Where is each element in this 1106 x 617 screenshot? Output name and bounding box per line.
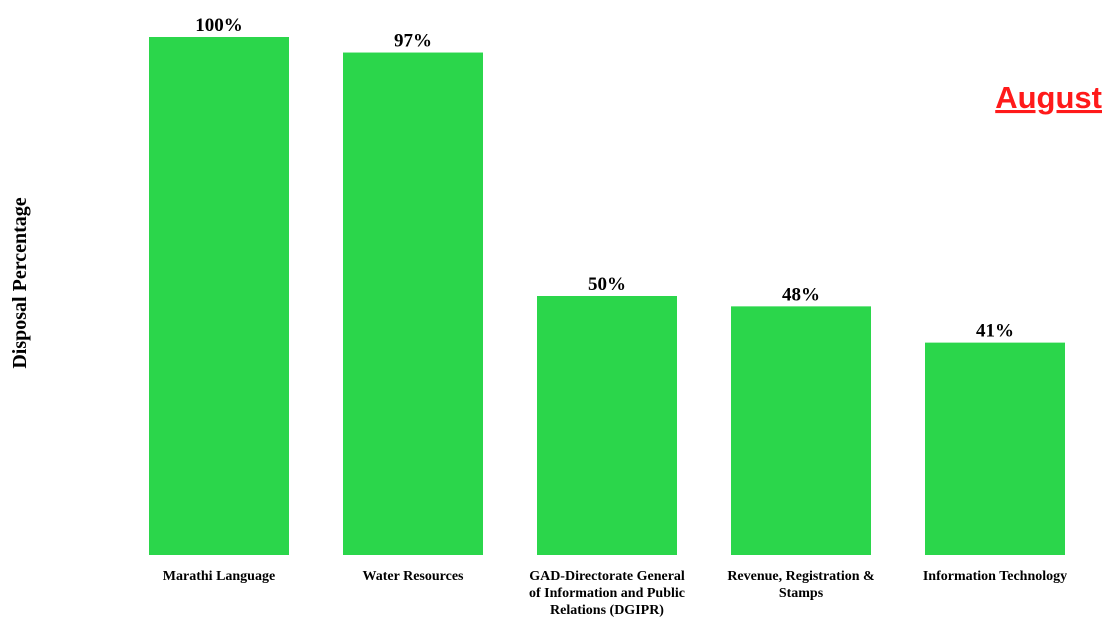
- x-tick-label: Revenue, Registration & Stamps: [727, 569, 874, 601]
- x-tick-label: Marathi Language: [163, 569, 275, 584]
- bar: [537, 296, 677, 555]
- value-labels-group: 100% 97% 50% 48% 41%: [195, 15, 1014, 342]
- x-tick-label-line: Marathi Language: [163, 569, 275, 584]
- bar-value-label: 100%: [195, 15, 243, 36]
- bar: [925, 342, 1065, 555]
- x-tick-label: Water Resources: [363, 569, 465, 584]
- x-tick-labels-group: Marathi Language Water Resources GAD-Direc…: [163, 569, 1067, 617]
- x-tick-label: Information Technology: [923, 569, 1067, 584]
- bars-group: [149, 37, 1065, 555]
- bar-value-label: 50%: [588, 274, 626, 295]
- month-annotation: August: [995, 80, 1102, 115]
- x-tick-label-line: Water Resources: [363, 569, 465, 584]
- x-tick-label-line: of Information and Public: [529, 586, 685, 601]
- bar: [731, 306, 871, 555]
- x-tick-label-line: Revenue, Registration &: [727, 569, 874, 584]
- x-tick-label-line: GAD-Directorate General: [529, 569, 685, 584]
- bar-value-label: 97%: [394, 31, 432, 52]
- bar-value-label: 41%: [976, 321, 1014, 342]
- bar-value-label: 48%: [782, 284, 820, 305]
- x-tick-label-line: Information Technology: [923, 569, 1067, 584]
- bar: [149, 37, 289, 555]
- x-tick-label-line: Stamps: [779, 586, 824, 601]
- x-tick-label: GAD-Directorate General of Information an…: [529, 569, 685, 617]
- y-axis-label: Disposal Percentage: [9, 197, 31, 368]
- bar: [343, 52, 483, 555]
- x-tick-label-line: Relations (DGIPR): [550, 603, 664, 617]
